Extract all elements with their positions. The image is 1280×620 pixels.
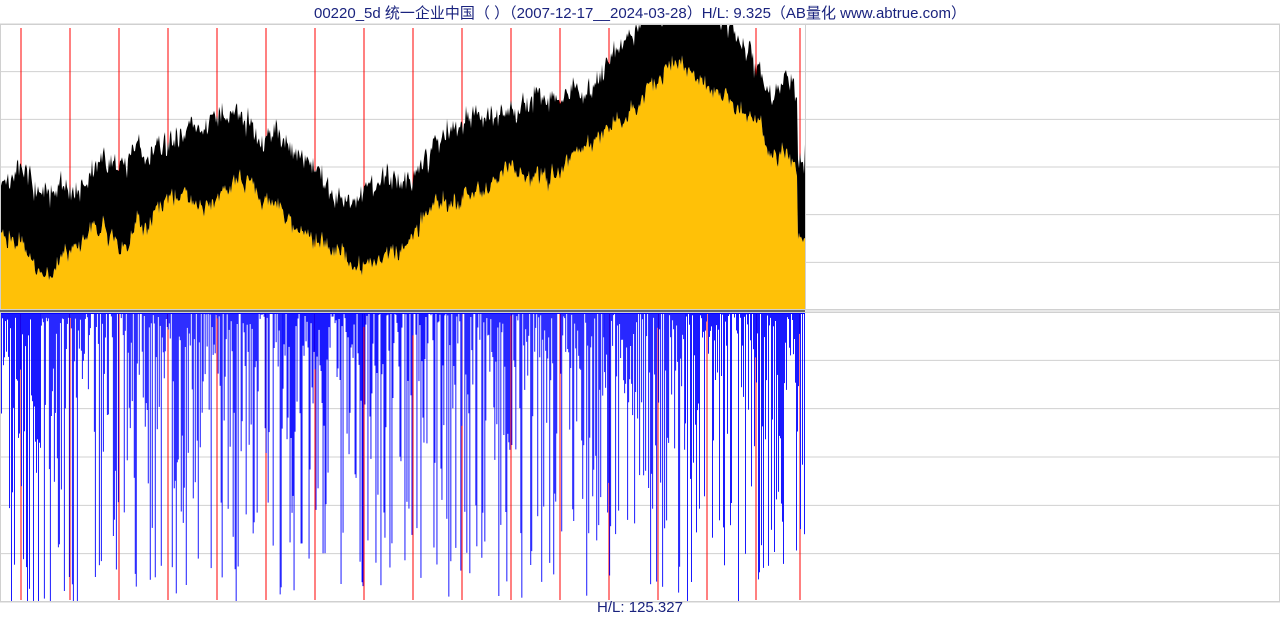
volume-hl-label: H/L: 125.327 (0, 599, 1280, 616)
stock-chart-container: 00220_5d 统一企业中国（ ）（2007-12-17__2024-03-2… (0, 0, 1280, 620)
chart-canvas (0, 0, 1280, 620)
